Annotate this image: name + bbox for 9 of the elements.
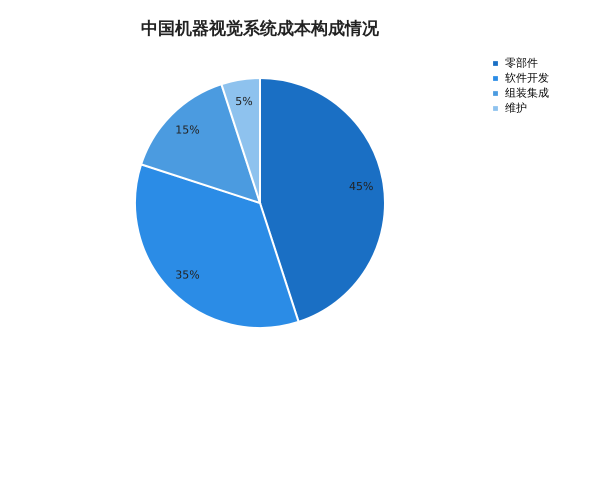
- data-label: 5%: [235, 94, 253, 108]
- data-label: 45%: [349, 180, 374, 193]
- legend-label: 软件开发: [505, 72, 549, 84]
- legend-label: 维护: [505, 102, 527, 114]
- chart-title: 中国机器视觉系统成本构成情况: [141, 19, 380, 39]
- legend-label: 零部件: [505, 56, 538, 70]
- data-label: 15%: [175, 124, 200, 137]
- legend-label: 组装集成: [505, 86, 549, 100]
- data-label: 35%: [175, 268, 200, 282]
